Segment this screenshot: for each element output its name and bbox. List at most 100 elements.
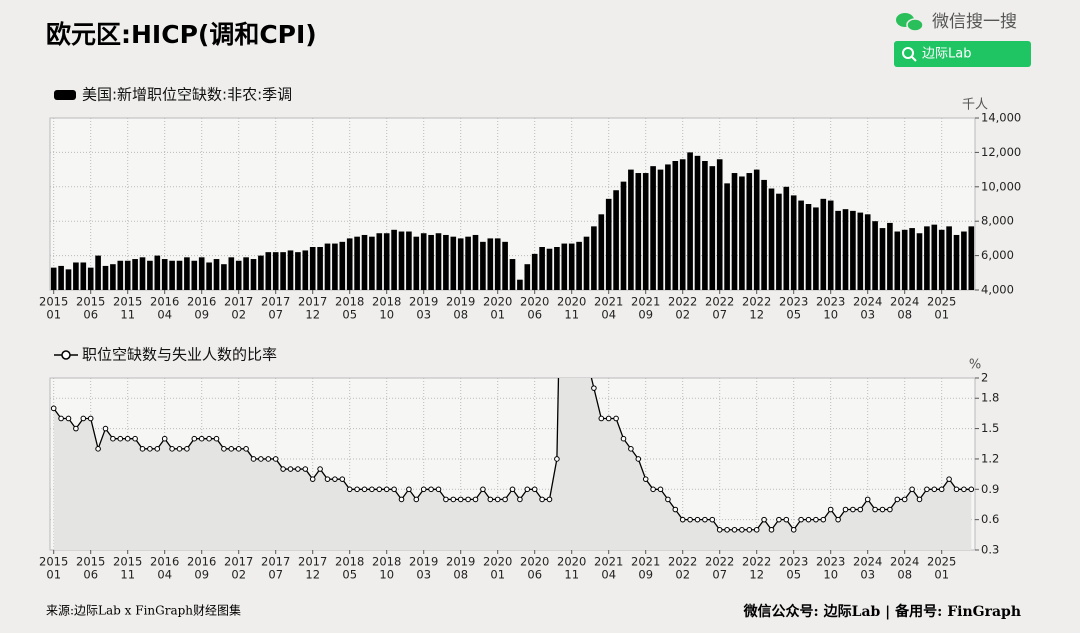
bar — [221, 264, 227, 290]
x-tick-label: 07 — [712, 308, 727, 322]
bar — [361, 234, 368, 290]
marker — [546, 496, 553, 503]
bar — [879, 228, 886, 290]
x-tick-label: 2017 — [224, 555, 253, 569]
marker — [813, 516, 819, 523]
marker — [724, 526, 730, 533]
x-tick-label: 2017 — [224, 295, 253, 309]
marker — [309, 476, 316, 482]
marker — [161, 435, 168, 442]
marker — [413, 496, 420, 503]
x-tick-label: 2015 — [39, 555, 68, 569]
marker — [753, 526, 760, 533]
marker — [539, 496, 545, 503]
x-tick-label: 09 — [638, 308, 653, 322]
bar — [243, 257, 249, 290]
x-tick-label: 01 — [934, 308, 949, 322]
marker — [124, 435, 131, 442]
bar — [583, 236, 590, 290]
marker — [731, 526, 738, 533]
marker — [376, 486, 383, 493]
marker — [110, 435, 116, 442]
marker — [709, 516, 716, 523]
marker — [243, 446, 249, 452]
marker — [517, 496, 523, 503]
bar — [50, 267, 57, 290]
x-tick-label: 01 — [46, 308, 61, 322]
bar — [672, 161, 679, 290]
marker — [487, 496, 494, 503]
bar — [369, 236, 375, 290]
marker — [665, 496, 671, 503]
bar — [87, 267, 94, 290]
x-tick-label: 2015 — [113, 295, 142, 309]
bar — [139, 257, 146, 290]
marker — [250, 456, 257, 462]
legend-label: 美国:新增职位空缺数:非农:季调 — [82, 86, 292, 104]
x-tick-label: 2020 — [483, 555, 512, 569]
y-tick-label: 0.9 — [981, 482, 999, 496]
bar — [901, 229, 908, 290]
x-tick-label: 02 — [231, 308, 246, 322]
x-tick-label: 03 — [860, 308, 875, 322]
bar — [961, 231, 967, 290]
search-box[interactable] — [894, 41, 1031, 67]
marker — [406, 486, 412, 493]
marker — [287, 466, 294, 472]
marker — [805, 516, 812, 523]
y-tick-label: 4,000 — [981, 283, 1014, 297]
marker — [827, 506, 834, 513]
bar — [665, 164, 671, 290]
bar — [161, 259, 168, 290]
marker — [776, 516, 782, 523]
bar — [546, 248, 553, 290]
bar — [924, 226, 930, 290]
bar — [894, 231, 901, 290]
legend-marker — [54, 90, 76, 100]
bar — [376, 233, 383, 290]
marker — [650, 486, 656, 493]
x-tick-label: 06 — [83, 568, 98, 582]
x-tick-label: 2015 — [39, 295, 68, 309]
marker — [228, 446, 235, 452]
x-tick-label: 2015 — [113, 555, 142, 569]
x-tick-label: 2018 — [372, 555, 401, 569]
y-tick-label: 1.5 — [981, 421, 999, 435]
bar — [820, 198, 827, 290]
bar — [746, 173, 753, 290]
marker — [783, 516, 790, 523]
bar — [953, 234, 960, 290]
bar — [576, 241, 582, 290]
x-tick-label: 08 — [897, 568, 912, 582]
marker — [872, 506, 878, 513]
bar — [909, 228, 915, 290]
legend-marker — [61, 350, 71, 360]
bar — [102, 265, 109, 290]
bar — [753, 169, 760, 290]
bar — [916, 233, 923, 290]
marker — [213, 435, 220, 442]
x-tick-label: 2022 — [705, 555, 734, 569]
bar — [568, 243, 575, 290]
x-tick-label: 06 — [527, 308, 542, 322]
bar — [480, 241, 486, 290]
marker — [102, 425, 109, 432]
x-tick-label: 2021 — [594, 295, 623, 309]
x-tick-label: 2015 — [76, 295, 105, 309]
x-tick-label: 07 — [712, 568, 727, 582]
bar — [420, 233, 427, 290]
bar — [931, 224, 938, 290]
marker — [346, 486, 353, 493]
bar — [265, 252, 272, 290]
bar — [58, 265, 64, 290]
marker — [369, 486, 375, 493]
marker — [176, 446, 183, 452]
x-tick-label: 2024 — [853, 295, 882, 309]
marker — [931, 486, 938, 493]
y-unit: 千人 — [962, 98, 988, 113]
y-tick-label: 10,000 — [981, 179, 1021, 193]
marker — [924, 486, 930, 493]
marker — [80, 415, 87, 422]
bar — [591, 226, 597, 290]
marker — [524, 486, 531, 493]
